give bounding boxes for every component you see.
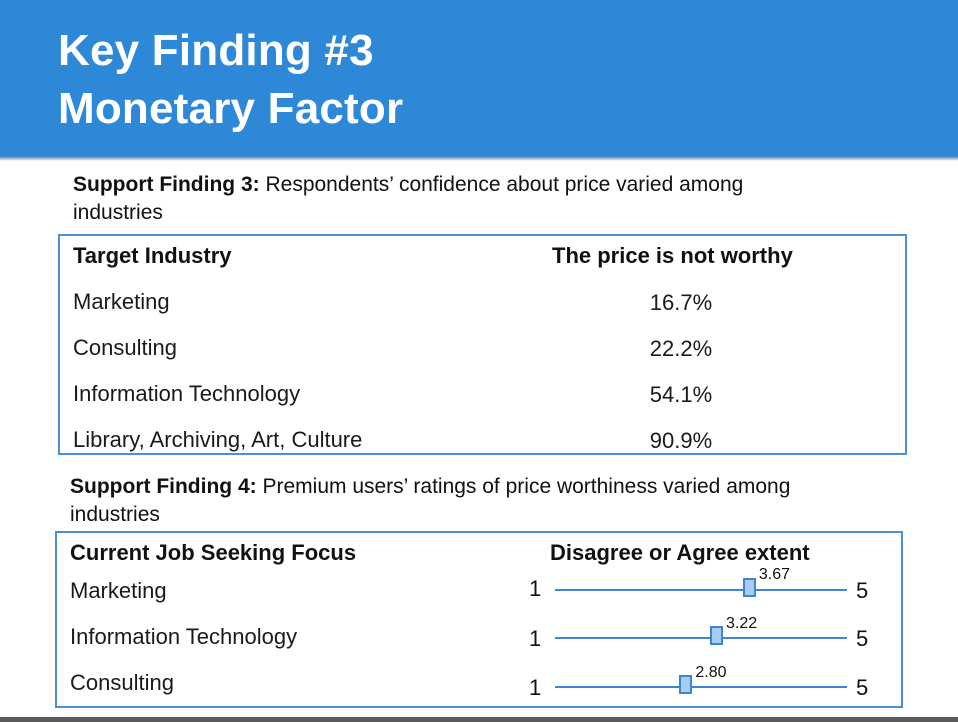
slide-title-line-2: Monetary Factor [58, 84, 404, 133]
rating-marker [742, 578, 756, 597]
finding-3-text-line-2: industries [73, 201, 163, 224]
rating-table: Current Job Seeking Focus Disagree or Ag… [55, 531, 903, 708]
table-row-value: 22.2% [649, 336, 713, 361]
table-row-value: 16.7% [649, 290, 713, 315]
table-header-target-industry: Target Industry [73, 243, 232, 268]
finding-4-text-line-1: Premium users’ ratings of price worthine… [256, 475, 791, 498]
finding-4-label: Support Finding 4: [70, 475, 257, 498]
rating-row-industry: Information Technology [70, 624, 298, 649]
price-worthiness-table: Target Industry The price is not worthy … [58, 234, 907, 455]
table-row-industry: Information Technology [73, 381, 301, 406]
scale-min-label: 1 [529, 576, 542, 601]
finding-4-text-line-2: industries [70, 503, 160, 526]
rating-scale-line [555, 637, 847, 639]
rating-scale-line [555, 686, 847, 688]
support-finding-4: Support Finding 4: Premium users’ rating… [70, 473, 930, 529]
table-header-job-seeking-focus: Current Job Seeking Focus [70, 540, 357, 565]
table-header-price-not-worthy: The price is not worthy [552, 243, 793, 268]
rating-marker [710, 626, 724, 645]
scale-min-label: 1 [529, 626, 542, 651]
header-shadow [0, 156, 958, 161]
rating-scale-line [555, 589, 847, 591]
table-row-industry: Library, Archiving, Art, Culture [73, 427, 363, 452]
table-row-industry: Marketing [73, 289, 170, 314]
rating-marker [679, 675, 693, 694]
slide-title-line-1: Key Finding #3 [58, 26, 374, 75]
bottom-bar [0, 717, 958, 722]
rating-row-industry: Marketing [70, 578, 167, 603]
table-row-value: 54.1% [649, 382, 713, 407]
scale-min-label: 1 [529, 675, 542, 700]
slide-header: Key Finding #3 Monetary Factor [0, 0, 958, 156]
rating-value-label: 2.80 [695, 664, 727, 681]
finding-3-label: Support Finding 3: [73, 173, 260, 196]
rating-row-industry: Consulting [70, 670, 174, 695]
support-finding-3: Support Finding 3: Respondents’ confiden… [73, 171, 903, 227]
table-row-industry: Consulting [73, 335, 177, 360]
table-header-agree-extent: Disagree or Agree extent [550, 540, 810, 565]
scale-max-label: 5 [856, 675, 869, 700]
table-row-value: 90.9% [649, 428, 713, 453]
scale-max-label: 5 [856, 626, 869, 651]
scale-max-label: 5 [856, 578, 869, 603]
rating-value-label: 3.22 [726, 615, 758, 632]
finding-3-text-line-1: Respondents’ confidence about price vari… [259, 173, 744, 196]
rating-value-label: 3.67 [758, 566, 791, 583]
